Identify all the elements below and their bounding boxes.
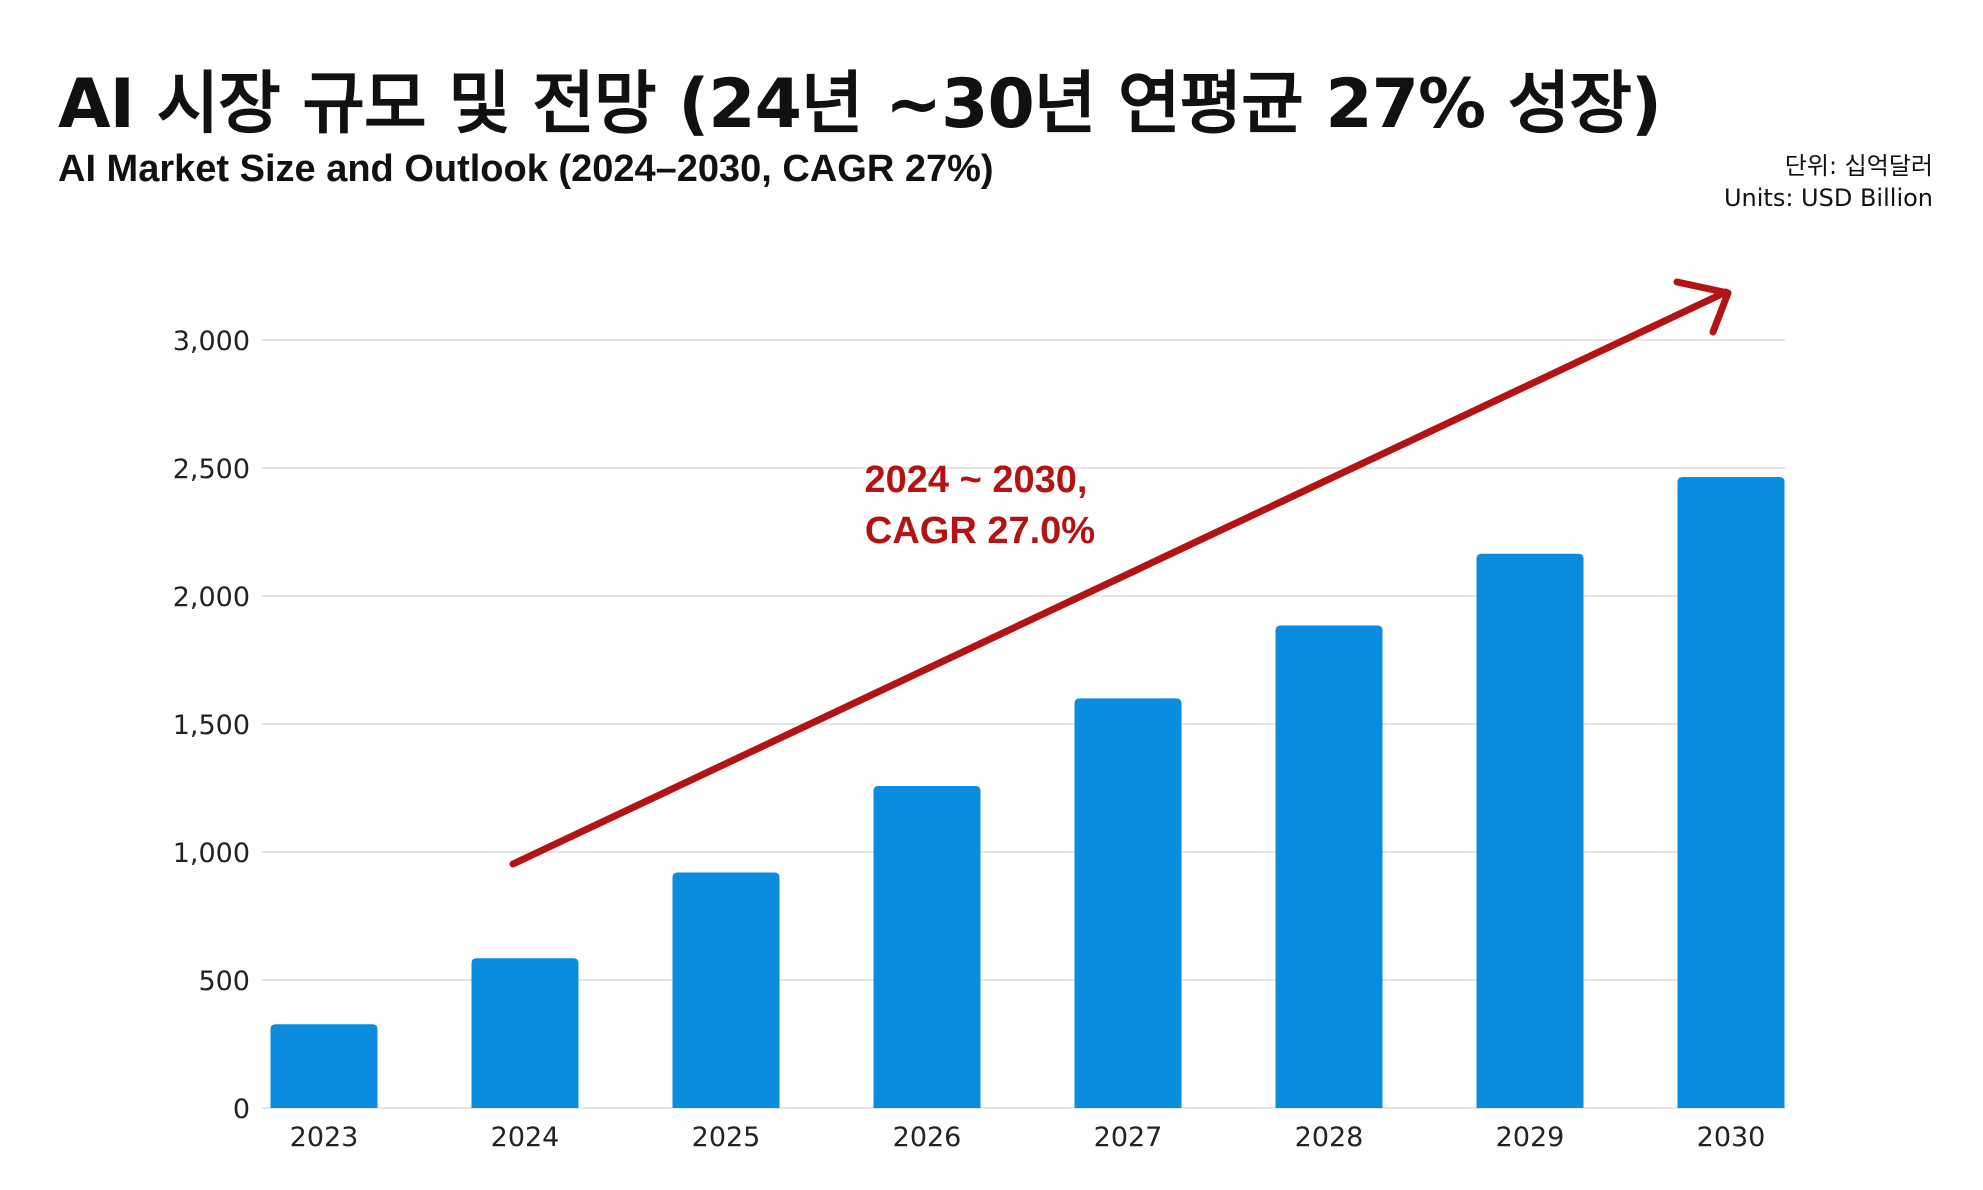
y-tick-label: 2,500: [173, 454, 250, 485]
y-tick-label: 0: [233, 1094, 250, 1125]
y-tick-label: 2,000: [173, 582, 250, 613]
y-tick-label: 3,000: [173, 326, 250, 357]
x-tick-label: 2028: [1295, 1122, 1364, 1153]
bar-2026: [873, 785, 981, 1108]
y-tick-label: 500: [198, 966, 250, 997]
x-tick-label: 2026: [893, 1122, 962, 1153]
bar-2023: [270, 1024, 378, 1108]
bar-2024: [471, 958, 579, 1108]
y-axis-ticks: 0 500 1,000 1,500 2,000 2,500 3,000: [173, 326, 250, 1125]
bar-2028: [1275, 625, 1383, 1108]
growth-arrow: [509, 278, 1732, 868]
y-tick-label: 1,000: [173, 838, 250, 869]
chart-subtitle: AI Market Size and Outlook (2024–2030, C…: [58, 148, 994, 190]
bar-2029: [1476, 553, 1584, 1108]
x-tick-label: 2024: [491, 1122, 560, 1153]
annotation-line: 2024 ~ 2030,: [865, 459, 1088, 501]
x-tick-label: 2029: [1496, 1122, 1565, 1153]
arrow-shaft: [509, 288, 1730, 868]
x-tick-label: 2027: [1094, 1122, 1163, 1153]
x-tick-label: 2023: [290, 1122, 359, 1153]
bar-2027: [1074, 698, 1182, 1108]
cagr-annotation: 2024 ~ 2030, CAGR 27.0%: [865, 459, 1096, 552]
x-tick-label: 2025: [692, 1122, 761, 1153]
bar-2030: [1677, 476, 1785, 1109]
x-tick-label: 2030: [1697, 1122, 1766, 1153]
units-korean: 단위: 십억달러: [1784, 152, 1933, 180]
units-english: Units: USD Billion: [1723, 184, 1933, 212]
y-tick-label: 1,500: [173, 710, 250, 741]
annotation-line: CAGR 27.0%: [865, 510, 1095, 552]
bar-2025: [672, 872, 780, 1108]
x-axis-ticks: 2023 2024 2025 2026 2027 2028 2029 2030: [290, 1122, 1766, 1153]
chart-title: AI 시장 규모 및 전망 (24년 ~30년 연평균 27% 성장): [58, 65, 1662, 144]
units-label: 단위: 십억달러 Units: USD Billion: [1724, 150, 1933, 214]
arrow-head: [1673, 278, 1732, 336]
bars: [270, 476, 1785, 1109]
